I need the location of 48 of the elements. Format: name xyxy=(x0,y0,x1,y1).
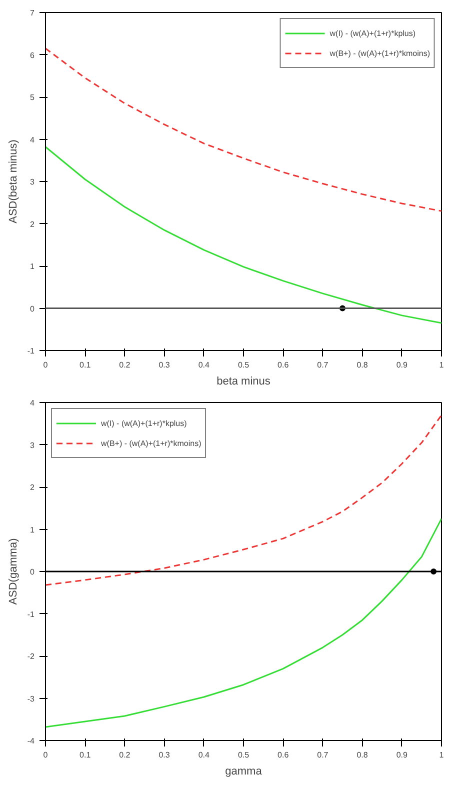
y-tick-label: -1 xyxy=(27,610,36,619)
y-tick-label: -1 xyxy=(27,346,36,356)
y-tick-label: 4 xyxy=(30,135,36,144)
y-tick-label: -2 xyxy=(27,652,36,661)
x-tick-label: 0.4 xyxy=(198,750,210,760)
y-tick-label: 1 xyxy=(30,525,36,534)
y-tick-label: 6 xyxy=(30,50,36,60)
x-tick-label: 0.4 xyxy=(198,360,210,370)
x-tick-label: 1 xyxy=(439,360,444,370)
x-tick-label: 0.1 xyxy=(80,750,92,760)
y-tick-label: 2 xyxy=(30,483,36,492)
y-tick-label: 3 xyxy=(30,178,36,186)
y-tick-label: 3 xyxy=(30,440,36,450)
x-tick-label: 0.7 xyxy=(317,750,329,760)
x-tick-label: 0 xyxy=(43,750,48,760)
y-tick-label: 1 xyxy=(30,262,36,271)
x-tick-label: 0.6 xyxy=(278,750,290,760)
x-tick-label: 0.5 xyxy=(238,360,250,370)
x-tick-label: 0.9 xyxy=(396,750,408,760)
x-tick-label: 0.9 xyxy=(396,360,408,370)
x-tick-label: 0.3 xyxy=(158,360,170,370)
legend-label: w(I) - (w(A)+(1+r)*kplus) xyxy=(101,418,187,428)
y-axis-title: ASD(beta minus) xyxy=(7,140,20,224)
y-axis-title: ASD(gamma) xyxy=(7,538,20,605)
y-tick-label: 0 xyxy=(30,304,36,314)
x-tick-label: 0.8 xyxy=(356,360,368,370)
x-tick-label: 0.5 xyxy=(238,750,250,760)
x-axis-title: beta minus xyxy=(216,376,271,388)
x-tick-label: 1 xyxy=(439,750,444,760)
legend-label: w(B+) - (w(A)+(1+r)*kmoins) xyxy=(101,438,202,448)
x-tick-label: 0.2 xyxy=(119,750,131,760)
legend-label: w(I) - (w(A)+(1+r)*kplus) xyxy=(330,28,416,38)
x-tick-label: 0.2 xyxy=(119,360,131,370)
x-tick-label: 0.7 xyxy=(317,360,329,370)
x-tick-label: 0.8 xyxy=(356,750,368,760)
x-tick-label: 0.6 xyxy=(278,360,290,370)
x-tick-label: 0 xyxy=(43,360,48,370)
legend-label: w(B+) - (w(A)+(1+r)*kmoins) xyxy=(330,48,430,58)
x-axis-title: gamma xyxy=(225,766,263,778)
x-tick-label: 0.1 xyxy=(80,360,92,370)
y-tick-label: 7 xyxy=(30,8,36,18)
y-tick-label: 0 xyxy=(30,568,36,576)
y-tick-label: 2 xyxy=(30,220,36,229)
y-tick-label: -4 xyxy=(27,736,36,746)
y-tick-label: 4 xyxy=(30,398,36,408)
y-tick-label: -3 xyxy=(27,694,36,704)
x-tick-label: 0.3 xyxy=(158,750,170,760)
y-tick-label: 5 xyxy=(30,93,36,102)
